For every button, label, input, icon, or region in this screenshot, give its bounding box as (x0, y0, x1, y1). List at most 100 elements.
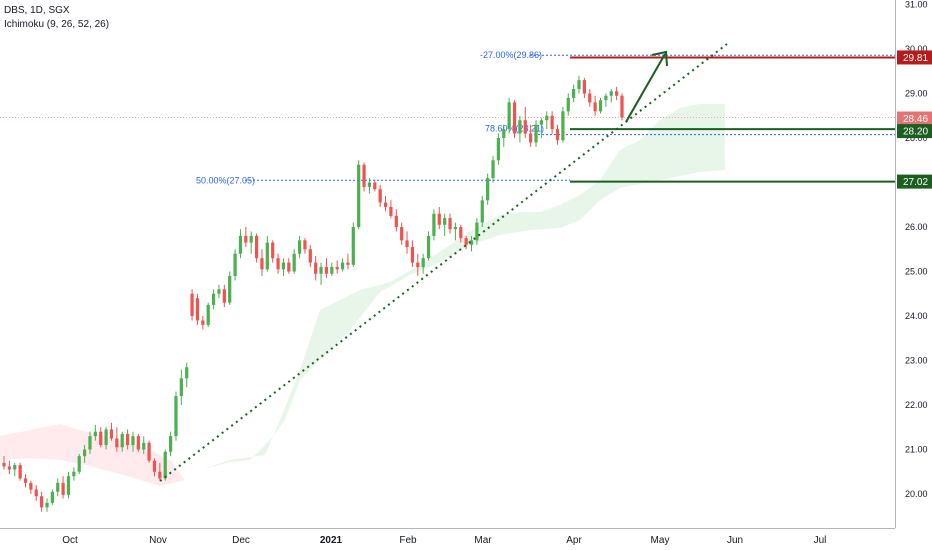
candle-body (378, 189, 382, 203)
candle-body (206, 304, 210, 325)
symbol-label[interactable]: DBS, 1D, SGX (4, 5, 70, 16)
candle-body (222, 289, 226, 303)
candle-body (448, 218, 452, 230)
candle-body (201, 320, 205, 325)
price-tag-label: 27.02 (903, 177, 928, 188)
candle-body (486, 178, 490, 201)
x-tick-label: Nov (149, 535, 167, 546)
candle-body (77, 456, 81, 472)
candle-body (400, 227, 404, 241)
candle-body (104, 429, 108, 446)
candle-body (550, 115, 554, 130)
candle-body (18, 465, 22, 479)
candle-body (72, 471, 76, 477)
candle-body (152, 460, 157, 472)
forecast-arrow (625, 53, 666, 123)
candle-body (480, 200, 484, 223)
candle-body (459, 227, 463, 239)
candle-body (260, 258, 264, 270)
x-tick-label: Dec (232, 535, 250, 546)
candle-body (211, 293, 216, 305)
candle-body (34, 489, 38, 497)
time-axis[interactable]: Oct Nov Dec 2021 Feb Mar Apr May Jun Jul (62, 535, 826, 546)
candle-body (40, 496, 44, 508)
candle-body (136, 436, 140, 450)
candle-body (582, 80, 586, 94)
candle-body (357, 164, 361, 227)
candle-body (228, 275, 232, 303)
candle-body (394, 215, 398, 227)
indicator-label[interactable]: Ichimoku (9, 26, 52, 26) (4, 19, 110, 30)
trendline (159, 43, 728, 482)
candle-body (120, 433, 124, 448)
candle-body (545, 115, 549, 121)
candle-body (238, 235, 243, 254)
price-tag-bg (897, 111, 932, 126)
candle-body (598, 100, 603, 112)
candle-body (529, 133, 533, 143)
candle-body (265, 242, 269, 270)
candle-body (99, 431, 103, 446)
candle-body (142, 442, 146, 450)
candle-body (351, 227, 355, 265)
candle-body (217, 289, 221, 294)
candle-body (308, 249, 312, 263)
candle-body (561, 111, 565, 141)
candle-body (2, 462, 6, 467)
candle-body (464, 238, 468, 245)
x-tick-label: 2021 (320, 535, 343, 546)
candle-body (88, 436, 92, 450)
price-tag-bg (897, 174, 932, 189)
y-tick-label: 26.00 (905, 222, 928, 232)
candle-body (362, 164, 366, 187)
candle-body (383, 202, 388, 207)
candle-body (373, 182, 377, 190)
candle-body (297, 240, 302, 254)
candle-body (179, 378, 183, 397)
candle-body (523, 120, 527, 134)
candle-body (539, 120, 544, 125)
candle-body (23, 478, 28, 483)
y-tick-label: 22.00 (905, 400, 928, 410)
candle-body (572, 89, 576, 98)
candle-body (61, 482, 65, 495)
candle-body (416, 262, 420, 268)
candle-body (577, 80, 581, 90)
ichimoku-cloud (0, 104, 725, 486)
candle-body (168, 436, 173, 452)
candle-body (346, 262, 350, 265)
candle-body (56, 482, 60, 492)
candle-body (195, 298, 200, 321)
candle-body (335, 267, 339, 270)
candle-body (491, 160, 495, 179)
price-tag-label: 28.46 (903, 114, 928, 125)
candle-body (292, 253, 296, 272)
x-tick-label: Apr (566, 535, 582, 546)
candle-body (389, 206, 393, 216)
candle-body (249, 235, 253, 243)
candle-body (190, 293, 194, 316)
price-axis[interactable]: 20.0021.0022.0023.0024.0025.0026.0027.00… (905, 0, 928, 499)
candle-body (609, 91, 613, 96)
x-tick-label: Oct (62, 535, 78, 546)
y-tick-label: 20.00 (905, 489, 928, 499)
fib-label: -27.00%(29.86) (480, 50, 542, 60)
candle-body (254, 235, 259, 259)
candle-body (437, 213, 441, 225)
candle-body (588, 93, 592, 103)
x-tick-label: May (651, 535, 670, 546)
x-tick-label: Mar (474, 535, 492, 546)
candle-body (29, 482, 33, 490)
x-tick-label: Feb (399, 535, 417, 546)
y-tick-label: 25.00 (905, 267, 928, 277)
y-tick-label: 30.00 (905, 44, 928, 54)
candle-body (469, 240, 474, 245)
candle-body (502, 129, 506, 138)
candle-body (13, 465, 17, 470)
candle-body (620, 95, 624, 118)
candle-body (410, 247, 415, 263)
candle-body (45, 502, 49, 508)
x-tick-label: Jun (727, 535, 743, 546)
candle-body (507, 102, 511, 130)
